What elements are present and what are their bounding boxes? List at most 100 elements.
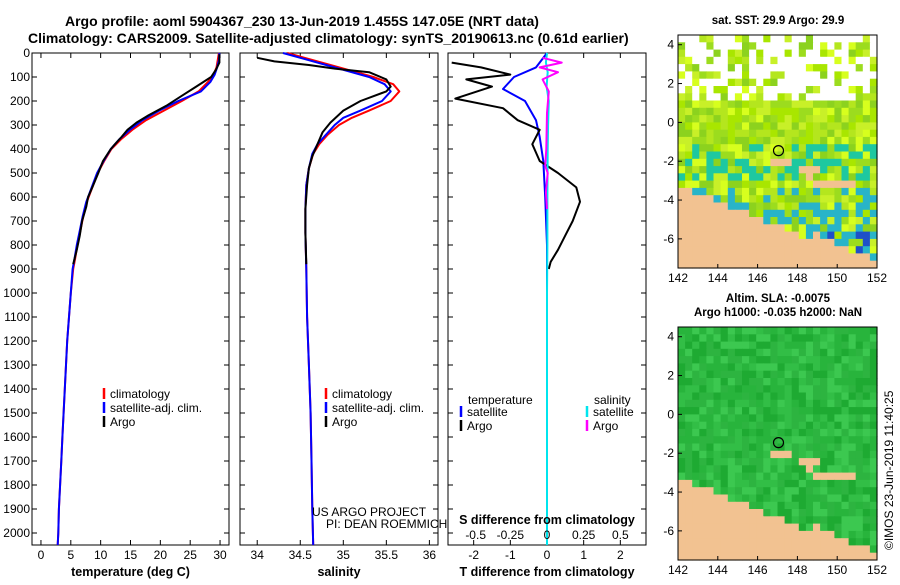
map-cell xyxy=(699,122,707,131)
map-cell xyxy=(798,421,807,430)
map-cell xyxy=(813,158,821,167)
map-cell xyxy=(763,385,771,394)
map-cell xyxy=(827,443,835,452)
map-cell xyxy=(820,49,828,58)
map-cell xyxy=(777,545,786,554)
map-cell xyxy=(777,195,786,204)
map-cell xyxy=(841,246,850,255)
map-cell xyxy=(869,100,878,109)
map-cell xyxy=(827,129,835,138)
map-cell xyxy=(791,363,800,372)
y-tick-label: 0 xyxy=(667,407,674,421)
map-cell xyxy=(798,35,807,43)
map-cell xyxy=(848,86,857,94)
map-cell xyxy=(862,436,871,445)
map-cell xyxy=(713,246,722,255)
map-cell xyxy=(827,501,835,510)
map-cell xyxy=(727,407,736,415)
map-cell xyxy=(813,516,821,525)
map-cell xyxy=(805,392,814,401)
map-cell xyxy=(713,465,722,474)
map-cell xyxy=(777,552,786,561)
map-cell xyxy=(820,341,828,350)
map-cell xyxy=(720,49,729,58)
map-cell xyxy=(791,187,800,196)
map-cell xyxy=(699,202,707,211)
map-cell xyxy=(706,421,715,430)
map-cell xyxy=(749,56,757,65)
map-cell xyxy=(727,42,736,51)
map-cell xyxy=(813,100,821,109)
map-cell xyxy=(699,56,707,65)
map-cell xyxy=(713,399,722,408)
map-cell xyxy=(742,414,750,423)
map-cell xyxy=(813,399,821,408)
map-cell xyxy=(862,348,871,357)
map-cell xyxy=(784,35,793,43)
map-cell xyxy=(699,399,707,408)
map-cell xyxy=(784,523,793,532)
map-cell xyxy=(685,450,693,459)
map-cell xyxy=(869,224,878,233)
map-cell xyxy=(777,414,786,423)
map-cell xyxy=(692,545,700,554)
map-cell xyxy=(699,334,707,343)
map-cell xyxy=(791,64,800,72)
map-cell xyxy=(813,501,821,510)
map-cell xyxy=(784,530,793,539)
map-cell xyxy=(706,392,715,401)
x2-tick-label: -0.5 xyxy=(465,528,486,542)
map-cell xyxy=(820,78,828,87)
map-cell xyxy=(699,246,707,255)
map-cell xyxy=(827,144,835,153)
map-cell xyxy=(805,42,814,51)
map-cell xyxy=(813,129,821,138)
map-cell xyxy=(713,158,722,167)
map-cell xyxy=(820,392,828,401)
map-cell xyxy=(784,370,793,379)
map-cell xyxy=(699,370,707,379)
map-cell xyxy=(869,260,878,269)
map-cell xyxy=(848,151,857,160)
map-cell xyxy=(869,370,878,379)
map-cell xyxy=(869,151,878,160)
map-cell xyxy=(706,151,715,160)
map-cell xyxy=(756,86,764,94)
map-cell xyxy=(685,253,693,262)
map-cell xyxy=(827,180,835,189)
map-cell xyxy=(848,479,857,488)
map-cell xyxy=(777,64,786,72)
map-cell xyxy=(734,334,743,343)
map-cell xyxy=(777,122,786,131)
map-cell xyxy=(820,378,828,386)
map-cell xyxy=(798,356,807,364)
y-tick-label: 1500 xyxy=(3,406,30,420)
map-cell xyxy=(699,136,707,145)
map-cell xyxy=(699,443,707,452)
map-cell xyxy=(820,443,828,452)
map-cell xyxy=(770,479,779,488)
map-cell xyxy=(685,370,693,379)
map-cell xyxy=(706,166,715,174)
map-cell xyxy=(798,538,807,547)
map-cell xyxy=(713,516,722,525)
map-cell xyxy=(848,487,857,496)
map-cell xyxy=(834,64,843,72)
legend-label: Argo xyxy=(593,419,619,433)
map-cell xyxy=(855,253,864,262)
map-cell xyxy=(706,187,715,196)
map-cell xyxy=(699,107,707,116)
map-cell xyxy=(813,428,821,437)
map-cell xyxy=(720,180,729,189)
map-cell xyxy=(763,407,771,415)
map-cell xyxy=(784,238,793,247)
map-cell xyxy=(678,399,686,408)
map-cell xyxy=(770,224,779,233)
map-cell xyxy=(777,378,786,386)
map-cell xyxy=(713,231,722,240)
map-cell xyxy=(791,327,800,335)
map-cell xyxy=(763,414,771,423)
map-cell xyxy=(848,348,857,357)
map-cell xyxy=(699,158,707,167)
